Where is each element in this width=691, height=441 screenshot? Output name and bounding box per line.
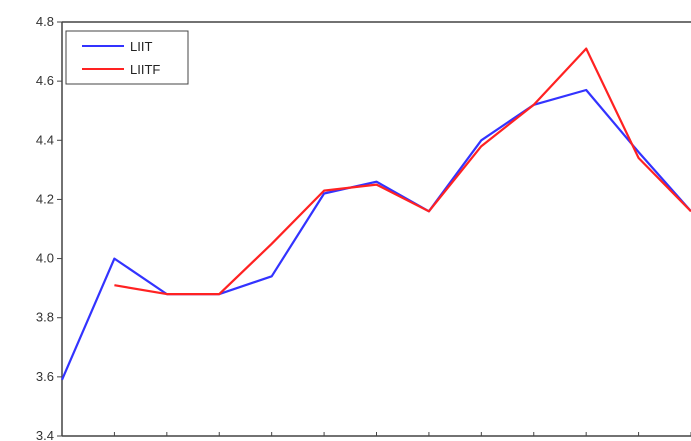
series-layer [60,47,691,381]
legend-label-liit: LIIT [130,39,152,54]
y-tick-label: 4.2 [36,191,54,206]
y-tick-label: 3.6 [36,369,54,384]
y-tick-label: 4.4 [36,132,54,147]
y-tick-label: 3.4 [36,428,54,441]
series-line-liit [60,88,691,381]
legend-box [65,30,189,85]
legend: LIIT LIITF [65,30,189,85]
plot-frame [61,21,691,437]
y-tick-label: 4.8 [36,14,54,29]
series-line-liitf [114,47,691,296]
y-tick-label: 4.6 [36,73,54,88]
legend-label-liitf: LIITF [130,62,160,77]
y-tick-label: 3.8 [36,310,54,325]
y-tick-label: 4.0 [36,251,54,266]
y-axis: 3.4 3.6 3.8 4.0 4.2 4.4 4.6 4.8 [36,14,691,441]
